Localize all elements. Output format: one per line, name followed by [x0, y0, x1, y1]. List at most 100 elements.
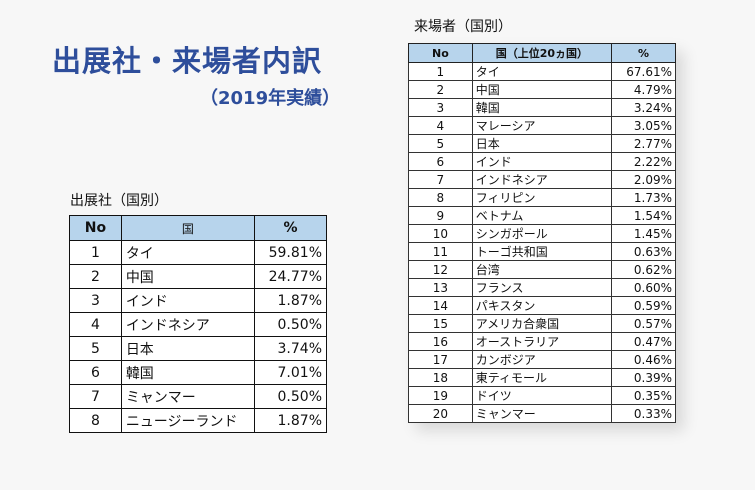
- table-row: 17 カンボジア 0.46%: [408, 350, 676, 369]
- column-header-no: No: [408, 43, 473, 63]
- row-number: 9: [408, 206, 473, 225]
- table-row: 2 中国 24.77%: [69, 264, 327, 289]
- row-number: 11: [408, 242, 473, 261]
- table-row: 6 インド 2.22%: [408, 152, 676, 171]
- row-percent: 0.60%: [611, 278, 676, 297]
- row-number: 20: [408, 404, 473, 423]
- row-number: 13: [408, 278, 473, 297]
- row-number: 3: [408, 98, 473, 117]
- row-percent: 0.39%: [611, 368, 676, 387]
- table-row: 1 タイ 67.61%: [408, 62, 676, 81]
- row-percent: 0.50%: [254, 384, 327, 409]
- row-country: 台湾: [471, 260, 613, 279]
- row-percent: 0.59%: [611, 296, 676, 315]
- row-percent: 3.05%: [611, 116, 676, 135]
- row-number: 5: [408, 134, 473, 153]
- row-percent: 1.73%: [611, 188, 676, 207]
- row-country: 中国: [471, 80, 613, 99]
- row-country: 韓国: [471, 98, 613, 117]
- table-row: 15 アメリカ合衆国 0.57%: [408, 314, 676, 333]
- table-row: 14 パキスタン 0.59%: [408, 296, 676, 315]
- row-percent: 7.01%: [254, 360, 327, 385]
- row-percent: 1.87%: [254, 408, 327, 433]
- table-row: 3 韓国 3.24%: [408, 98, 676, 117]
- row-country: マレーシア: [471, 116, 613, 135]
- row-number: 16: [408, 332, 473, 351]
- row-percent: 0.35%: [611, 386, 676, 405]
- row-number: 17: [408, 350, 473, 369]
- row-number: 8: [69, 408, 122, 433]
- row-percent: 67.61%: [611, 62, 676, 81]
- table-row: 3 インド 1.87%: [69, 288, 327, 313]
- visitor-table: No 国（上位20ヵ国） % 1 タイ 67.61% 2 中国 4.79% 3 韓国 3.24%…: [408, 43, 676, 423]
- row-number: 7: [69, 384, 122, 409]
- row-number: 18: [408, 368, 473, 387]
- row-number: 12: [408, 260, 473, 279]
- row-number: 4: [69, 312, 122, 337]
- row-country: シンガポール: [471, 224, 613, 243]
- exhibitor-table-caption: 出展社（国別）: [70, 193, 168, 209]
- row-number: 7: [408, 170, 473, 189]
- row-number: 10: [408, 224, 473, 243]
- row-number: 15: [408, 314, 473, 333]
- row-number: 3: [69, 288, 122, 313]
- row-country: インド: [471, 152, 613, 171]
- table-row: 6 韓国 7.01%: [69, 360, 327, 385]
- table-row: 4 マレーシア 3.05%: [408, 116, 676, 135]
- row-country: インドネシア: [120, 312, 256, 337]
- row-percent: 0.57%: [611, 314, 676, 333]
- page-subtitle: （2019年実績）: [200, 88, 341, 109]
- table-row: 18 東ティモール 0.39%: [408, 368, 676, 387]
- table-row: 11 トーゴ共和国 0.63%: [408, 242, 676, 261]
- table-row: 4 インドネシア 0.50%: [69, 312, 327, 337]
- row-country: オーストラリア: [471, 332, 613, 351]
- row-number: 4: [408, 116, 473, 135]
- row-percent: 1.54%: [611, 206, 676, 225]
- table-row: 8 ニュージーランド 1.87%: [69, 408, 327, 433]
- table-row: 1 タイ 59.81%: [69, 240, 327, 265]
- row-percent: 3.74%: [254, 336, 327, 361]
- table-row: 5 日本 3.74%: [69, 336, 327, 361]
- row-percent: 2.77%: [611, 134, 676, 153]
- row-number: 8: [408, 188, 473, 207]
- row-country: ミャンマー: [120, 384, 256, 409]
- row-country: 東ティモール: [471, 368, 613, 387]
- row-country: インド: [120, 288, 256, 313]
- row-country: ミャンマー: [471, 404, 613, 423]
- row-percent: 0.62%: [611, 260, 676, 279]
- row-percent: 24.77%: [254, 264, 327, 289]
- table-row: 2 中国 4.79%: [408, 80, 676, 99]
- row-number: 1: [69, 240, 122, 265]
- row-country: 韓国: [120, 360, 256, 385]
- row-percent: 0.46%: [611, 350, 676, 369]
- row-country: カンボジア: [471, 350, 613, 369]
- row-country: ベトナム: [471, 206, 613, 225]
- column-header-no: No: [69, 215, 122, 241]
- column-header-country: 国（上位20ヵ国）: [471, 43, 613, 63]
- table-row: 8 フィリピン 1.73%: [408, 188, 676, 207]
- row-percent: 0.63%: [611, 242, 676, 261]
- row-country: フランス: [471, 278, 613, 297]
- row-percent: 2.22%: [611, 152, 676, 171]
- row-country: アメリカ合衆国: [471, 314, 613, 333]
- row-number: 2: [408, 80, 473, 99]
- row-number: 5: [69, 336, 122, 361]
- row-number: 6: [69, 360, 122, 385]
- table-row: 12 台湾 0.62%: [408, 260, 676, 279]
- table-header-row: No 国 %: [69, 215, 327, 241]
- row-percent: 4.79%: [611, 80, 676, 99]
- row-country: インドネシア: [471, 170, 613, 189]
- table-row: 16 オーストラリア 0.47%: [408, 332, 676, 351]
- row-country: タイ: [120, 240, 256, 265]
- row-percent: 0.50%: [254, 312, 327, 337]
- row-number: 19: [408, 386, 473, 405]
- table-header-row: No 国（上位20ヵ国） %: [408, 43, 676, 63]
- visitor-table-caption: 来場者（国別）: [414, 19, 512, 35]
- row-country: ニュージーランド: [120, 408, 256, 433]
- table-row: 10 シンガポール 1.45%: [408, 224, 676, 243]
- table-row: 7 ミャンマー 0.50%: [69, 384, 327, 409]
- row-percent: 3.24%: [611, 98, 676, 117]
- row-number: 1: [408, 62, 473, 81]
- table-row: 7 インドネシア 2.09%: [408, 170, 676, 189]
